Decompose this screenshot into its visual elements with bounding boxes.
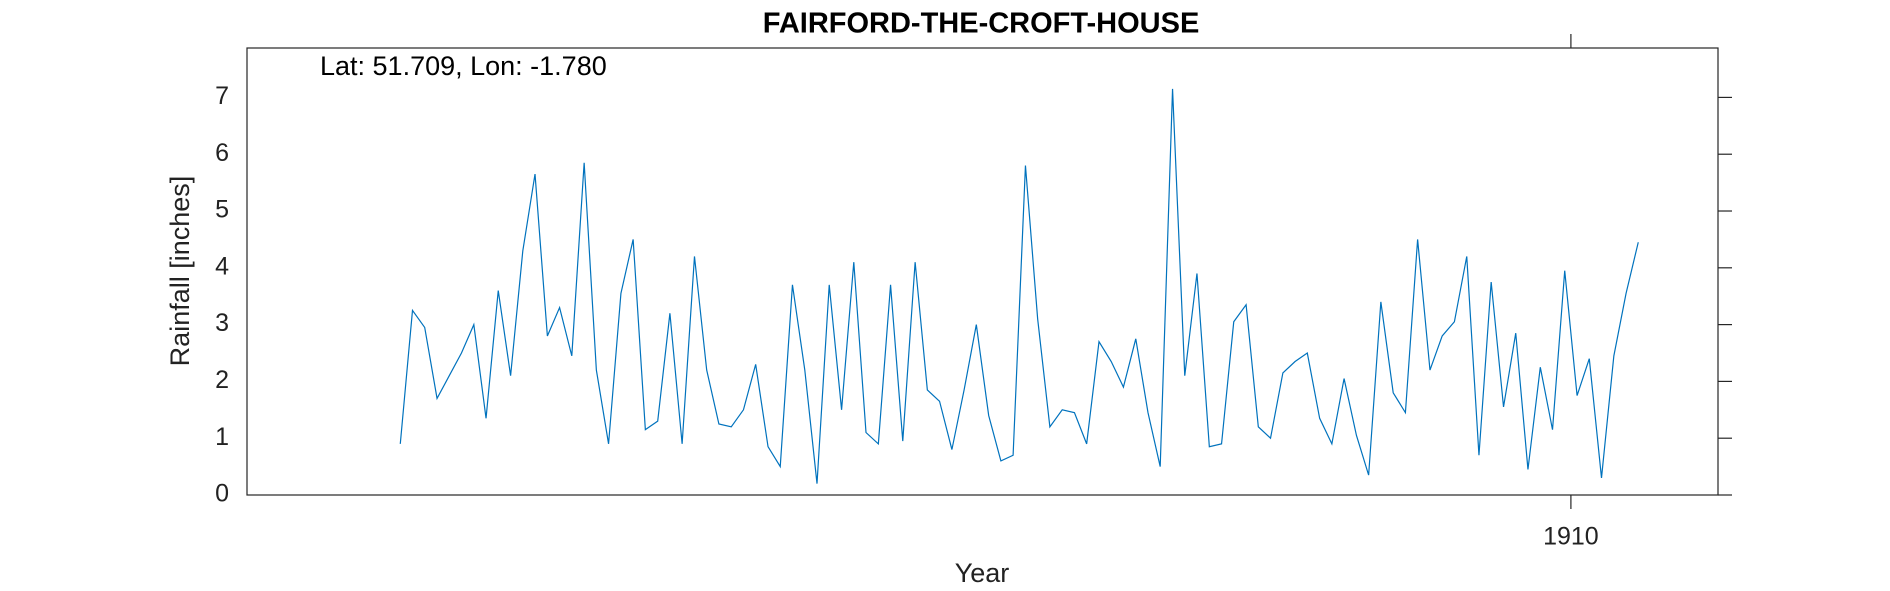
- y-axis-label: Rainfall [inches]: [165, 176, 195, 367]
- annotation: Lat: 51.709, Lon: -1.780: [320, 51, 607, 81]
- y-tick-label: 4: [215, 252, 229, 280]
- y-tick-label: 1: [215, 423, 229, 451]
- x-axis-label: Year: [955, 558, 1010, 588]
- y-tick-label: 3: [215, 309, 229, 337]
- y-tick-label: 2: [215, 366, 229, 394]
- y-tick-label: 0: [215, 480, 229, 508]
- chart-title: FAIRFORD-THE-CROFT-HOUSE: [763, 8, 1200, 40]
- line-series: [399, 88, 1639, 484]
- x-tick-label: 1910: [1543, 523, 1599, 551]
- plot-frame: [246, 47, 1719, 496]
- y-tick-label: 6: [215, 139, 229, 167]
- y-tick-label: 7: [215, 82, 229, 110]
- y-tick-label: 5: [215, 196, 229, 224]
